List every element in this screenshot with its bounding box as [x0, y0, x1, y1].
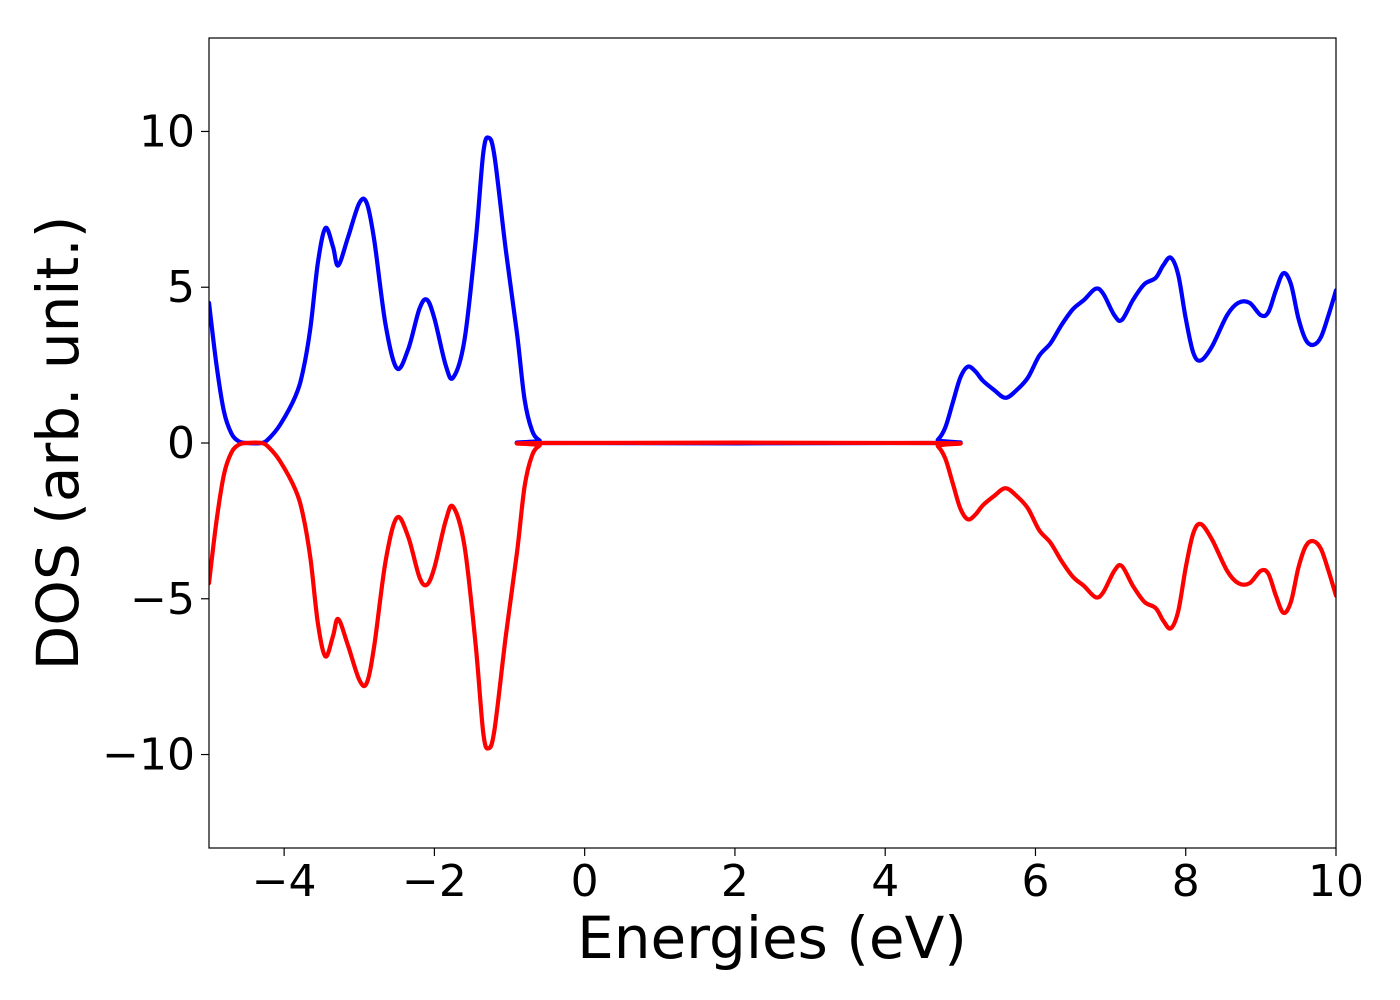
y-tick-label: 10	[139, 106, 195, 157]
y-tick-label: −10	[102, 730, 195, 781]
y-tick-label: −5	[130, 574, 195, 625]
x-tick-label: 2	[721, 856, 749, 907]
series-line-1	[209, 440, 1336, 751]
x-tick-label: 6	[1021, 856, 1049, 907]
y-tick-label: 0	[167, 418, 195, 469]
y-axis: 10 5 0 −5 −10	[102, 106, 209, 781]
x-axis: −4 −2 0 2 4 6 8 10	[252, 848, 1364, 907]
x-tick-label: 10	[1308, 856, 1364, 907]
series-line-0	[209, 135, 1336, 446]
x-axis-label: Energies (eV)	[577, 904, 967, 972]
x-tick-label: 4	[871, 856, 899, 907]
y-tick-label: 5	[167, 262, 195, 313]
x-tick-label: 0	[571, 856, 599, 907]
x-tick-label: 8	[1172, 856, 1200, 907]
series-layer	[209, 135, 1336, 751]
x-tick-label: −4	[252, 856, 317, 907]
y-axis-label: DOS (arb. unit.)	[24, 216, 92, 671]
x-tick-label: −2	[402, 856, 467, 907]
